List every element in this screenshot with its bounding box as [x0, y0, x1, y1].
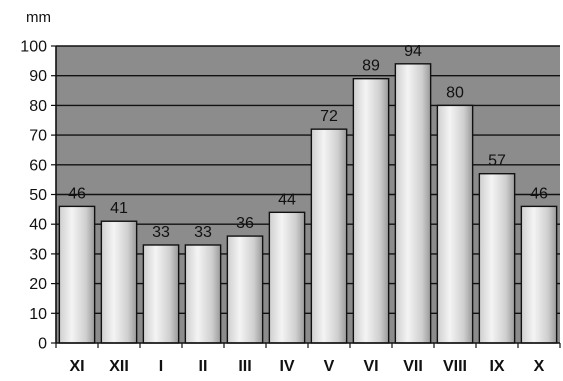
bar	[394, 63, 432, 344]
x-tick-label: IV	[279, 358, 294, 375]
bar	[310, 128, 348, 344]
data-label: 36	[236, 215, 254, 232]
bar	[184, 244, 222, 344]
bar	[520, 205, 558, 344]
y-tick-label: 50	[29, 187, 47, 204]
y-tick-label: 70	[29, 128, 47, 145]
bars-group	[58, 63, 558, 344]
data-label: 57	[488, 153, 506, 170]
y-tick-label: 30	[29, 246, 47, 263]
x-tick-label: VII	[403, 358, 423, 375]
y-tick-label: 80	[29, 98, 47, 115]
x-tick-label: X	[534, 358, 545, 375]
bar	[142, 244, 180, 344]
x-tick-label: VIII	[443, 358, 467, 375]
x-tick-label: VI	[363, 358, 378, 375]
bar	[58, 205, 96, 344]
y-tick-label: 40	[29, 217, 47, 234]
x-tick-label: XI	[69, 358, 84, 375]
x-tick-label: XII	[109, 358, 129, 375]
bar	[478, 173, 516, 344]
x-tick-label: I	[159, 358, 163, 375]
bar	[226, 235, 264, 344]
y-tick-label: 60	[29, 157, 47, 174]
data-label: 44	[278, 191, 296, 208]
y-tick-label: 20	[29, 276, 47, 293]
y-tick-label: 10	[29, 306, 47, 323]
data-label: 46	[530, 185, 548, 202]
bar	[268, 211, 306, 344]
bar	[100, 220, 138, 344]
y-tick-label: 100	[20, 39, 47, 56]
x-tick-label: V	[324, 358, 335, 375]
data-label: 80	[446, 84, 464, 101]
bar	[436, 104, 474, 344]
data-label: 94	[404, 43, 422, 60]
x-tick-label: III	[238, 358, 251, 375]
plot-area: 0 10 20 30 40 50 60 70 80 90 100 46 41 33 33 36 44 72 89 94…	[20, 39, 561, 375]
data-label: 72	[320, 108, 338, 125]
y-tick-label: 0	[38, 336, 47, 353]
bar	[352, 77, 390, 344]
x-tick-label: IX	[489, 358, 504, 375]
y-tick-label: 90	[29, 68, 47, 85]
data-label: 33	[194, 224, 212, 241]
data-label: 89	[362, 58, 380, 75]
data-label: 33	[152, 224, 170, 241]
data-label: 46	[68, 185, 86, 202]
y-axis-unit-label: mm	[26, 9, 51, 26]
x-tick-label: II	[199, 358, 208, 375]
data-label: 41	[110, 200, 128, 217]
